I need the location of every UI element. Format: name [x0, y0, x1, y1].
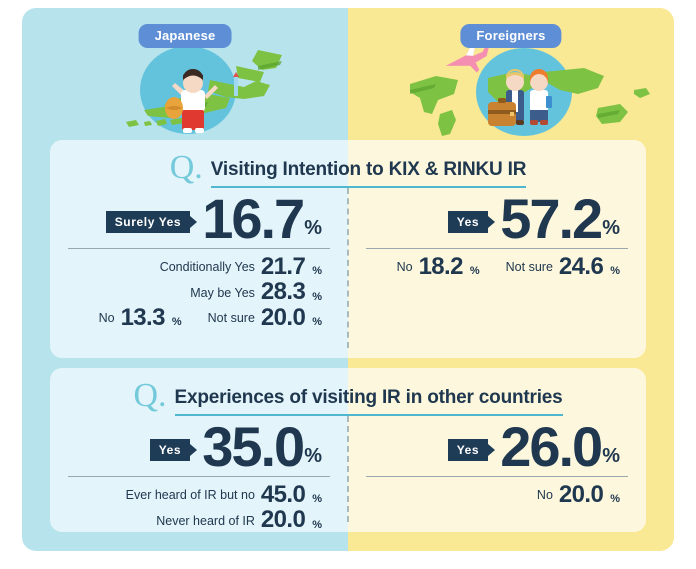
q2-jp-headline-tag: Yes [149, 439, 191, 461]
q1-fr-headline-tag: Yes [447, 211, 489, 233]
q2-column-japanese [50, 368, 348, 532]
q1-fr-sub-row: No 18.2 % Not sure 24.6 % [366, 253, 628, 280]
q1-jp-sub-label: Not sure [207, 311, 255, 326]
question-card-visiting-intention: Q. Visiting Intention to KIX & RINKU IR … [50, 140, 646, 358]
q1-fr-headline: Yes 57.2 % [366, 186, 628, 251]
q2-jp-sub-list: Ever heard of IR but no 45.0 % Never hea… [68, 477, 330, 532]
q2-jp-sub-value: 45.0 [260, 481, 306, 508]
q1-jp-sub-label: May be Yes [190, 285, 255, 300]
airplane-icon [445, 46, 489, 73]
audience-pill-foreigners: Foreigners [460, 24, 562, 48]
q1-fr-sub-label: No [396, 260, 413, 275]
q2-column-divider [347, 416, 349, 522]
q2-jp-sub-value: 20.0 [260, 506, 306, 532]
q2-fr-sub-value: 20.0 [558, 481, 604, 508]
q1-column-japanese [50, 140, 348, 358]
q2-fr-headline-unit: % [602, 445, 620, 467]
q2-stats-japanese: Yes 35.0 % Ever heard of IR but no 45.0 … [50, 414, 348, 532]
q2-jp-sub-row: Ever heard of IR but no 45.0 % [68, 481, 330, 508]
q1-fr-sub-unit: % [469, 265, 480, 278]
q1-jp-sub-row: No 13.3 % Not sure 20.0 % [68, 303, 330, 331]
q1-fr-rule [366, 248, 628, 249]
q1-fr-sub-value: 24.6 [558, 253, 604, 280]
q1-fr-sub-list: No 18.2 % Not sure 24.6 % [366, 249, 628, 280]
q1-jp-sub-value: 21.7 [260, 253, 306, 280]
header-column-foreigners: Foreigners [348, 8, 674, 136]
q1-column-foreigners [348, 140, 646, 358]
q2-jp-sub-unit: % [312, 493, 322, 506]
q2-fr-sub-label: No [536, 488, 553, 503]
q1-fr-sub-item: Not sure 24.6 % [505, 253, 620, 280]
q1-jp-sub-item: May be Yes 28.3 % [190, 278, 322, 306]
q2-jp-sub-item: Never heard of IR 20.0 % [156, 506, 322, 532]
q1-jp-sub-unit: % [312, 316, 322, 329]
question-card-ir-experience: Q. Experiences of visiting IR in other c… [50, 368, 646, 532]
q2-jp-rule [68, 476, 330, 477]
q1-jp-sub-unit: % [312, 290, 322, 303]
world-map-illustration [348, 38, 674, 136]
q2-jp-sub-row: Never heard of IR 20.0 % [68, 506, 330, 532]
q2-fr-sub-unit: % [610, 493, 620, 506]
q2-jp-headline-value: 35.0 [202, 415, 305, 479]
q1-fr-sub-item: No 18.2 % [396, 253, 480, 280]
audience-pill-japanese: Japanese [138, 24, 232, 48]
q2-jp-headline: Yes 35.0 % [68, 414, 330, 479]
q1-jp-sub-item: No 13.3 % [98, 303, 182, 331]
q1-stats-japanese: Surely Yes 16.7 % Conditionally Yes 21.7… [50, 186, 348, 358]
q1-jp-sub-label: Conditionally Yes [159, 260, 255, 275]
q1-jp-sub-value: 13.3 [120, 303, 166, 331]
japan-map-illustration [22, 38, 348, 136]
q2-column-foreigners [348, 368, 646, 532]
q2-fr-headline-value: 26.0 [500, 415, 603, 479]
q2-jp-sub-item: Ever heard of IR but no 45.0 % [125, 481, 322, 508]
q1-fr-sub-value: 18.2 [418, 253, 464, 280]
q1-jp-headline: Surely Yes 16.7 % [68, 186, 330, 251]
q1-jp-sub-unit: % [171, 316, 182, 329]
q1-column-divider [347, 188, 349, 348]
q1-jp-sub-label: No [98, 311, 115, 326]
q1-fr-sub-unit: % [610, 265, 620, 278]
q2-fr-headline: Yes 26.0 % [366, 414, 628, 479]
q1-jp-sub-unit: % [312, 265, 322, 278]
q1-jp-sub-value: 28.3 [260, 278, 306, 306]
q2-fr-sub-item: No 20.0 % [536, 481, 620, 508]
q1-jp-sub-item: Not sure 20.0 % [207, 303, 322, 331]
suitcase-icon [488, 98, 516, 126]
q2-jp-sub-label: Ever heard of IR but no [125, 488, 255, 503]
q1-fr-sub-label: Not sure [505, 260, 553, 275]
q1-jp-sub-list: Conditionally Yes 21.7 % May be Yes 28.3… [68, 249, 330, 331]
q1-jp-sub-value: 20.0 [260, 303, 306, 331]
q2-jp-sub-unit: % [312, 518, 322, 531]
q1-jp-sub-row: Conditionally Yes 21.7 % [68, 253, 330, 280]
q2-jp-headline-unit: % [304, 445, 322, 467]
q2-jp-sub-label: Never heard of IR [156, 513, 255, 528]
q1-jp-headline-tag: Surely Yes [105, 211, 191, 233]
q1-jp-sub-item: Conditionally Yes 21.7 % [159, 253, 322, 280]
q2-fr-rule [366, 476, 628, 477]
q1-fr-headline-unit: % [602, 217, 620, 239]
q2-stats-foreigners: Yes 26.0 % No 20.0 % [348, 414, 646, 532]
q1-jp-sub-row: May be Yes 28.3 % [68, 278, 330, 306]
header-row: Japanese [22, 8, 674, 136]
q2-fr-sub-row: No 20.0 % [366, 481, 628, 508]
q1-jp-headline-unit: % [304, 217, 322, 239]
q1-fr-headline-value: 57.2 [500, 187, 603, 251]
header-column-japanese: Japanese [22, 8, 348, 136]
q1-jp-rule [68, 248, 330, 249]
q1-jp-headline-value: 16.7 [202, 187, 305, 251]
q2-fr-sub-list: No 20.0 % [366, 477, 628, 508]
q2-fr-headline-tag: Yes [447, 439, 489, 461]
q1-stats-foreigners: Yes 57.2 % No 18.2 % Not sure 24.6 % [348, 186, 646, 358]
